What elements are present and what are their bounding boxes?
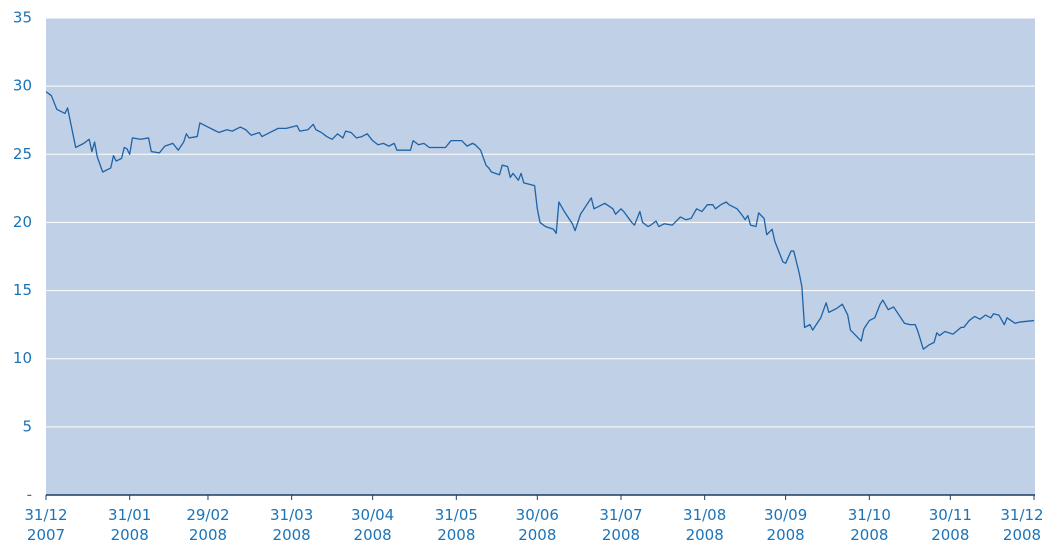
x-tick-label: 31/01 2008 <box>108 506 152 544</box>
x-tick-label: 31/08 2008 <box>683 506 727 544</box>
y-tick-label: - <box>27 486 32 504</box>
x-tick-label: 31/03 2008 <box>270 506 314 544</box>
x-tick-label: 30/06 2008 <box>515 506 559 544</box>
x-tick-label: 31/12 2008 <box>1000 506 1044 544</box>
x-tick-label: 30/04 2008 <box>351 506 395 544</box>
y-tick-label: 35 <box>13 9 32 27</box>
y-tick-label: 10 <box>13 349 32 367</box>
x-tick-label: 30/11 2008 <box>928 506 972 544</box>
x-tick-label: 30/09 2008 <box>764 506 808 544</box>
price-line <box>45 91 1035 350</box>
x-tick-label: 31/10 2008 <box>847 506 891 544</box>
y-tick-label: 15 <box>13 281 32 299</box>
x-tick-label: 31/12 2007 <box>24 506 68 544</box>
y-tick-label: 5 <box>22 417 32 435</box>
x-tick-label: 29/02 2008 <box>186 506 230 544</box>
y-tick-label: 30 <box>13 77 32 95</box>
y-tick-label: 25 <box>13 145 32 163</box>
x-tick-label: 31/05 2008 <box>434 506 478 544</box>
plot-area <box>46 18 1035 495</box>
x-tick-label: 31/07 2008 <box>599 506 643 544</box>
y-tick-label: 20 <box>13 213 32 231</box>
